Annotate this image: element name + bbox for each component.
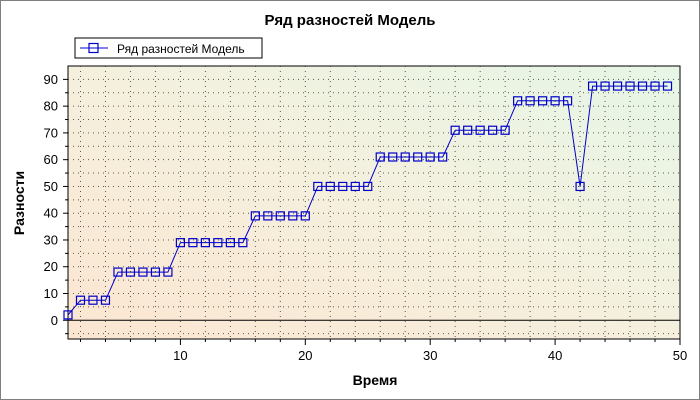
data-point: [213, 238, 223, 248]
data-point: [75, 295, 86, 305]
data-point: [488, 125, 498, 135]
x-tick-label: 50: [673, 348, 687, 363]
data-point: [263, 211, 273, 221]
data-point: [363, 181, 373, 192]
data-point: [438, 152, 448, 162]
data-point: [163, 267, 173, 277]
y-tick-label: 40: [44, 206, 58, 221]
data-point: [188, 238, 198, 248]
data-point: [637, 81, 648, 91]
chart-title: Ряд разностей Модель: [265, 12, 436, 29]
data-point: [250, 211, 260, 221]
data-point: [338, 181, 348, 192]
data-point: [388, 152, 398, 162]
data-point: [513, 96, 523, 106]
data-point: [550, 96, 560, 106]
data-point: [63, 310, 73, 320]
data-point: [400, 152, 410, 162]
data-point: [325, 181, 335, 192]
data-point: [525, 96, 535, 106]
legend[interactable]: Ряд разностей Модель: [74, 37, 263, 59]
data-point: [600, 81, 610, 91]
data-point: [625, 81, 635, 91]
series-line: [67, 85, 668, 316]
data-point: [413, 152, 423, 162]
data-point: [225, 238, 235, 248]
axes: 0 10 20 30 40 50 60 70 80 90 10 20 30 40 50: [44, 72, 688, 363]
y-tick-label: 10: [44, 286, 58, 301]
y-tick-label: 60: [44, 152, 58, 167]
legend-marker-swatch: [88, 42, 99, 54]
data-point: [538, 96, 548, 106]
y-tick-label: 0: [51, 313, 58, 328]
data-point: [463, 125, 473, 135]
data-point: [113, 267, 123, 277]
data-point: [612, 81, 623, 91]
data-point: [562, 96, 573, 106]
data-point: [288, 211, 298, 221]
data-point: [350, 181, 360, 192]
y-tick-label: 80: [44, 99, 58, 114]
data-point: [475, 125, 485, 135]
data-point: [88, 295, 98, 305]
data-point: [300, 211, 310, 221]
data-point: [200, 238, 210, 248]
x-tick-label: 20: [298, 348, 312, 363]
legend-entry: Ряд разностей Модель: [117, 42, 245, 56]
y-axis-title: Разности: [11, 171, 27, 235]
data-point: [650, 81, 660, 91]
data-point: [662, 81, 673, 91]
data-point: [450, 125, 460, 135]
data-point: [375, 152, 385, 162]
x-tick-label: 30: [423, 348, 437, 363]
data-point: [125, 267, 136, 277]
data-point: [313, 181, 323, 192]
y-tick-label: 20: [44, 259, 58, 274]
data-point: [575, 181, 585, 192]
data-point: [500, 125, 510, 135]
y-tick-label: 30: [44, 232, 58, 247]
y-tick-label: 90: [44, 72, 58, 87]
data-point: [175, 238, 186, 248]
data-point: [138, 267, 148, 277]
data-point: [425, 152, 435, 162]
data-point: [150, 267, 161, 277]
data-point: [275, 211, 285, 221]
grid: [68, 66, 680, 339]
x-axis-title: Время: [353, 372, 398, 388]
x-tick-label: 40: [548, 348, 562, 363]
data-point: [238, 238, 248, 248]
x-tick-label: 10: [173, 348, 187, 363]
plot-area: [67, 65, 681, 340]
data-point: [587, 81, 598, 91]
series-layer: [63, 81, 673, 320]
y-tick-label: 70: [44, 125, 58, 140]
data-point: [100, 295, 111, 305]
y-tick-label: 50: [44, 179, 58, 194]
legend-box: [74, 37, 263, 59]
